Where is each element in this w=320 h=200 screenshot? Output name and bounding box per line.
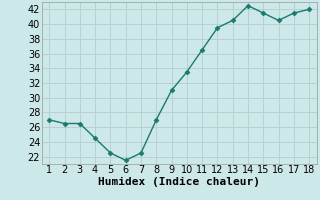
X-axis label: Humidex (Indice chaleur): Humidex (Indice chaleur) <box>98 177 260 187</box>
